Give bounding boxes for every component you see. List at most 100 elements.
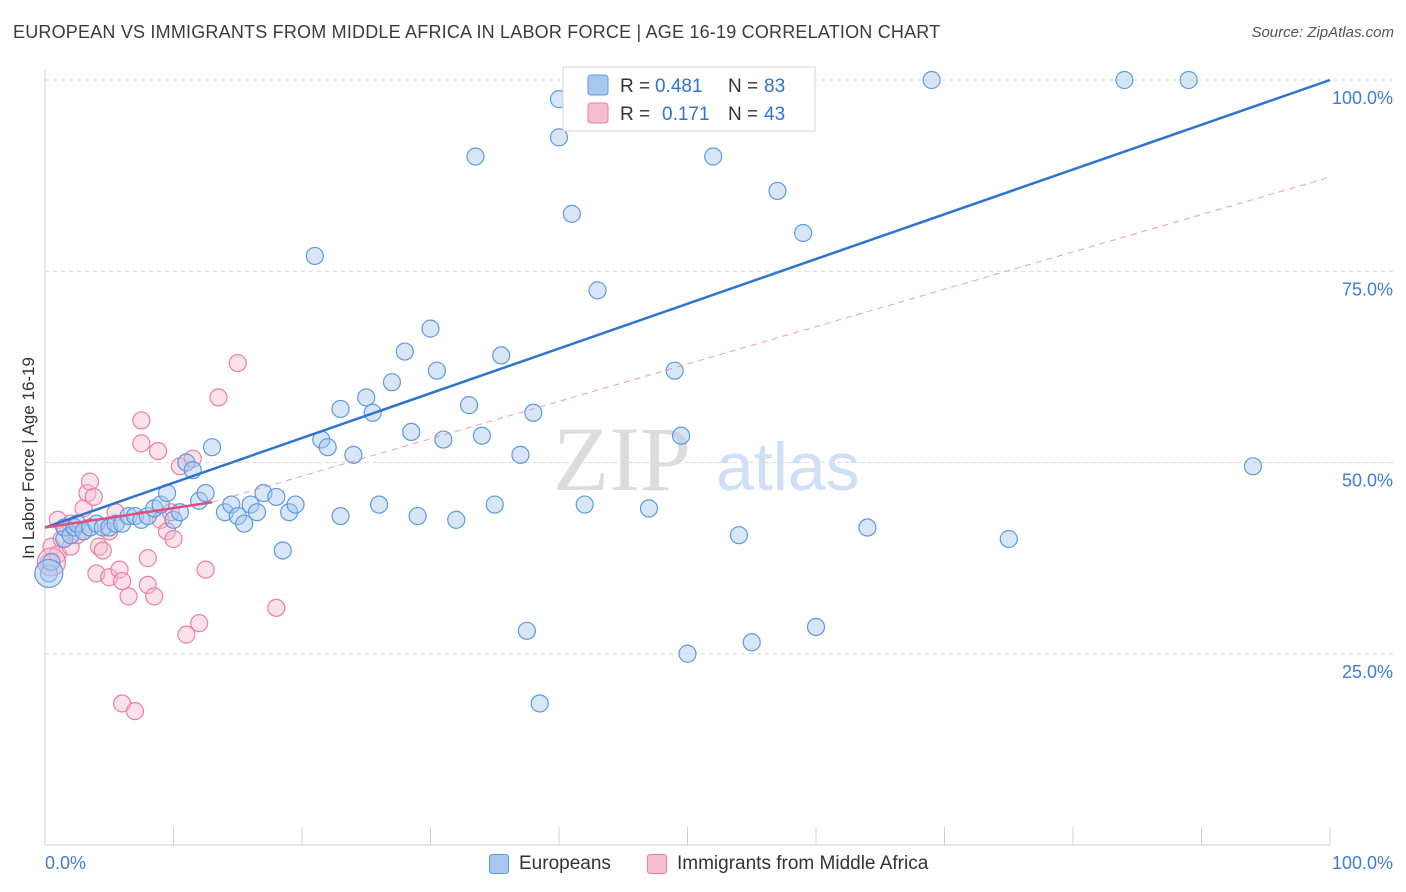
legend-swatch-middle-africa — [587, 102, 609, 124]
europeans-point — [729, 526, 749, 545]
europeans-point — [472, 426, 491, 445]
watermark: ZIP atlas — [553, 408, 860, 510]
legend-n-label-2: N = — [728, 104, 758, 125]
europeans-point — [768, 181, 787, 201]
middle-africa-point — [138, 575, 157, 595]
europeans-point — [530, 694, 549, 713]
middle-africa-trend-line — [44, 501, 213, 529]
europeans-point — [794, 223, 813, 243]
middle-africa-point — [177, 625, 196, 644]
europeans-point — [678, 644, 697, 663]
europeans-point — [382, 373, 402, 392]
chart-title: EUROPEAN VS IMMIGRANTS FROM MIDDLE AFRIC… — [13, 22, 941, 42]
europeans-point — [370, 495, 389, 514]
europeans-point — [704, 147, 723, 166]
europeans-point — [344, 445, 363, 464]
series-legend: Europeans Immigrants from Middle Africa — [0, 850, 1406, 880]
source-label: Source: ZipAtlas.com — [1251, 24, 1394, 41]
europeans-point — [267, 487, 286, 507]
series-europeans-points — [34, 70, 1263, 713]
y-tick-labels: 25.0% 50.0% 75.0% 100.0% — [1332, 88, 1393, 682]
middle-africa-point — [148, 441, 168, 461]
europeans-point — [222, 495, 241, 514]
legend-swatch-europeans — [587, 74, 609, 96]
middle-africa-point — [209, 388, 228, 407]
y-tick-label: 100.0% — [1332, 88, 1393, 108]
europeans-point — [742, 633, 761, 652]
europeans-point — [357, 388, 376, 407]
correlation-legend: R = 0.481 N = 83 R = 0.171 N = 43 — [562, 66, 816, 132]
europeans-point — [331, 506, 350, 526]
europeans-point — [517, 621, 536, 640]
trend-lines — [44, 78, 1331, 529]
europeans-point — [318, 438, 337, 457]
middle-africa-point — [110, 560, 129, 579]
legend-label: Europeans — [519, 853, 611, 874]
legend-r-label-1: R = — [620, 76, 650, 97]
middle-africa-point — [145, 587, 164, 606]
europeans-point — [273, 541, 292, 560]
europeans-point — [459, 396, 479, 415]
europeans-point — [665, 361, 684, 380]
europeans-point — [806, 617, 826, 637]
europeans-point — [427, 361, 447, 380]
europeans-point — [466, 147, 485, 166]
europeans-point — [34, 558, 64, 589]
watermark-zip: ZIP — [553, 408, 691, 510]
europeans-point — [196, 484, 215, 503]
europeans-point — [549, 128, 569, 147]
europeans-point — [562, 204, 581, 223]
legend-r-label-2: R = — [620, 104, 650, 125]
x-tick-label-min: 0.0% — [45, 853, 86, 873]
middle-africa-point — [132, 434, 151, 453]
middle-africa-trend-extended — [211, 176, 1331, 503]
middle-africa-point — [119, 587, 138, 606]
legend-r-value-2: 0.171 — [662, 104, 710, 125]
europeans-point — [922, 70, 941, 90]
series-middle-africa-points — [36, 353, 286, 721]
middle-africa-point — [164, 529, 183, 549]
legend-item-middle-africa[interactable]: Immigrants from Middle Africa — [647, 853, 928, 875]
europeans-point — [286, 495, 305, 514]
middle-africa-point — [267, 598, 286, 617]
europeans-point — [305, 246, 324, 266]
europeans-point — [492, 346, 511, 365]
y-tick-label: 50.0% — [1342, 471, 1393, 491]
europeans-point — [999, 529, 1018, 549]
europeans-point — [588, 281, 607, 300]
axis-layer — [44, 70, 1330, 846]
middle-africa-point — [112, 571, 132, 591]
europeans-point — [421, 319, 440, 338]
europeans-point — [524, 403, 543, 422]
europeans-point — [235, 514, 254, 533]
middle-africa-point — [84, 487, 103, 507]
europeans-point — [447, 510, 466, 529]
europeans-point — [402, 422, 421, 441]
legend-swatch — [647, 854, 667, 874]
legend-swatch — [489, 854, 509, 874]
middle-africa-point — [93, 541, 112, 560]
europeans-point — [331, 399, 350, 419]
middle-africa-point — [196, 560, 215, 579]
europeans-point — [671, 426, 691, 445]
europeans-point — [1179, 70, 1198, 90]
legend-n-label-1: N = — [728, 76, 758, 97]
europeans-trend-line — [44, 78, 1331, 529]
middle-africa-point — [132, 411, 151, 430]
europeans-point — [1243, 457, 1263, 476]
y-axis-label: In Labor Force | Age 16-19 — [19, 357, 38, 559]
middle-africa-point — [80, 472, 100, 491]
europeans-point — [639, 499, 659, 518]
legend-r-value-1: 0.481 — [655, 76, 703, 97]
y-tick-label: 25.0% — [1342, 662, 1393, 682]
legend-n-value-1: 83 — [764, 76, 785, 97]
middle-africa-point — [190, 614, 209, 633]
europeans-point — [408, 506, 427, 526]
europeans-point — [202, 438, 222, 457]
middle-africa-point — [138, 549, 157, 568]
europeans-point — [858, 518, 877, 537]
europeans-point — [1115, 70, 1134, 90]
legend-item-europeans[interactable]: Europeans — [489, 853, 611, 875]
europeans-point — [485, 495, 504, 514]
